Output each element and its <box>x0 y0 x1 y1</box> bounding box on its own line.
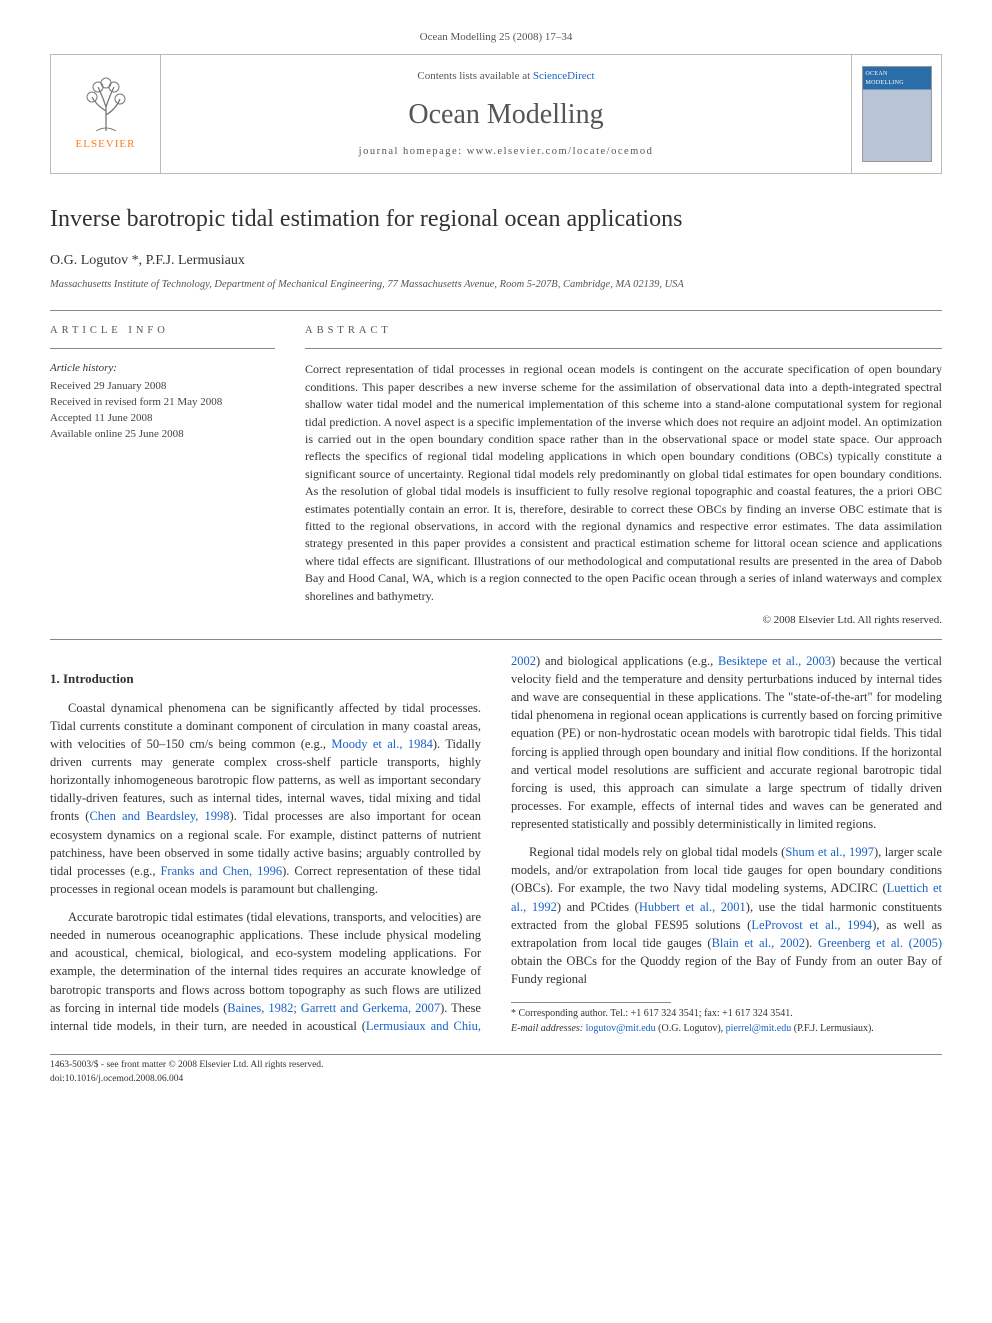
cover-thumb-cell: OCEAN MODELLING <box>851 55 941 173</box>
publisher-name: ELSEVIER <box>76 137 136 153</box>
email-link[interactable]: pierrel@mit.edu <box>726 1023 792 1034</box>
history-revised: Received in revised form 21 May 2008 <box>50 395 275 411</box>
history-received: Received 29 January 2008 <box>50 379 275 395</box>
article-authors: O.G. Logutov *, P.F.J. Lermusiaux <box>50 251 942 271</box>
ref-link[interactable]: Moody et al., 1984 <box>331 737 433 751</box>
header-center: Contents lists available at ScienceDirec… <box>161 55 851 173</box>
email-link[interactable]: logutov@mit.edu <box>586 1023 656 1034</box>
divider <box>50 639 942 640</box>
citation-line: Ocean Modelling 25 (2008) 17–34 <box>50 30 942 46</box>
text: obtain the OBCs for the Quoddy region of… <box>511 954 942 986</box>
body-two-column: 1. Introduction Coastal dynamical phenom… <box>50 652 942 1036</box>
footnote-rule <box>511 1002 671 1003</box>
contents-prefix: Contents lists available at <box>417 70 532 82</box>
elsevier-tree-icon <box>78 75 134 135</box>
text: ) and PCtides ( <box>557 900 639 914</box>
article-affiliation: Massachusetts Institute of Technology, D… <box>50 277 942 292</box>
article-title: Inverse barotropic tidal estimation for … <box>50 202 942 237</box>
text: Regional tidal models rely on global tid… <box>529 845 785 859</box>
section-heading: 1. Introduction <box>50 670 481 689</box>
history-accepted: Accepted 11 June 2008 <box>50 411 275 427</box>
meta-abstract-row: ARTICLE INFO Article history: Received 2… <box>50 323 942 629</box>
article-info-col: ARTICLE INFO Article history: Received 2… <box>50 323 275 629</box>
sciencedirect-link[interactable]: ScienceDirect <box>533 70 595 82</box>
ref-link[interactable]: Baines, 1982; Garrett and Gerkema, 2007 <box>227 1001 440 1015</box>
issn-line: 1463-5003/$ - see front matter © 2008 El… <box>50 1059 942 1073</box>
abstract-col: ABSTRACT Correct representation of tidal… <box>305 323 942 629</box>
text: Accurate barotropic tidal estimates (tid… <box>50 910 481 1015</box>
para-1: Coastal dynamical phenomena can be signi… <box>50 699 481 898</box>
cover-title-text: OCEAN MODELLING <box>866 70 928 87</box>
text: ) because the vertical velocity field an… <box>511 654 942 831</box>
ref-link[interactable]: Besiktepe et al., 2003 <box>718 654 831 668</box>
ref-link[interactable]: Blain et al., 2002 <box>712 936 805 950</box>
email-addresses-note: E-mail addresses: logutov@mit.edu (O.G. … <box>511 1022 942 1037</box>
text: ). <box>805 936 818 950</box>
divider <box>305 348 942 349</box>
history-online: Available online 25 June 2008 <box>50 427 275 443</box>
abstract-copyright: © 2008 Elsevier Ltd. All rights reserved… <box>305 613 942 629</box>
text: (P.F.J. Lermusiaux). <box>791 1023 874 1034</box>
footer-rule <box>50 1054 942 1055</box>
article-info-label: ARTICLE INFO <box>50 323 275 338</box>
journal-homepage: journal homepage: www.elsevier.com/locat… <box>359 144 654 159</box>
abstract-text: Correct representation of tidal processe… <box>305 361 942 604</box>
ref-link[interactable]: Chen and Beardsley, 1998 <box>89 809 229 823</box>
ref-link[interactable]: Shum et al., 1997 <box>785 845 874 859</box>
ref-link[interactable]: Franks and Chen, 1996 <box>160 864 282 878</box>
ref-link[interactable]: Greenberg et al. (2005) <box>818 936 942 950</box>
doi-line: doi:10.1016/j.ocemod.2008.06.004 <box>50 1073 942 1087</box>
corresponding-author-note: * Corresponding author. Tel.: +1 617 324… <box>511 1007 942 1022</box>
emails-label: E-mail addresses: <box>511 1023 586 1034</box>
ref-link[interactable]: Hubbert et al., 2001 <box>639 900 746 914</box>
journal-cover-thumb: OCEAN MODELLING <box>862 66 932 162</box>
publisher-logo-cell: ELSEVIER <box>51 55 161 173</box>
text: ) and biological applications (e.g., <box>536 654 718 668</box>
contents-available-line: Contents lists available at ScienceDirec… <box>417 69 594 85</box>
ref-link[interactable]: LeProvost et al., 1994 <box>751 918 872 932</box>
abstract-label: ABSTRACT <box>305 323 942 338</box>
para-3: Regional tidal models rely on global tid… <box>511 843 942 988</box>
divider <box>50 348 275 349</box>
journal-header: ELSEVIER Contents lists available at Sci… <box>50 54 942 174</box>
journal-title: Ocean Modelling <box>408 95 603 136</box>
history-heading: Article history: <box>50 361 275 377</box>
text: (O.G. Logutov), <box>656 1023 726 1034</box>
divider <box>50 310 942 311</box>
